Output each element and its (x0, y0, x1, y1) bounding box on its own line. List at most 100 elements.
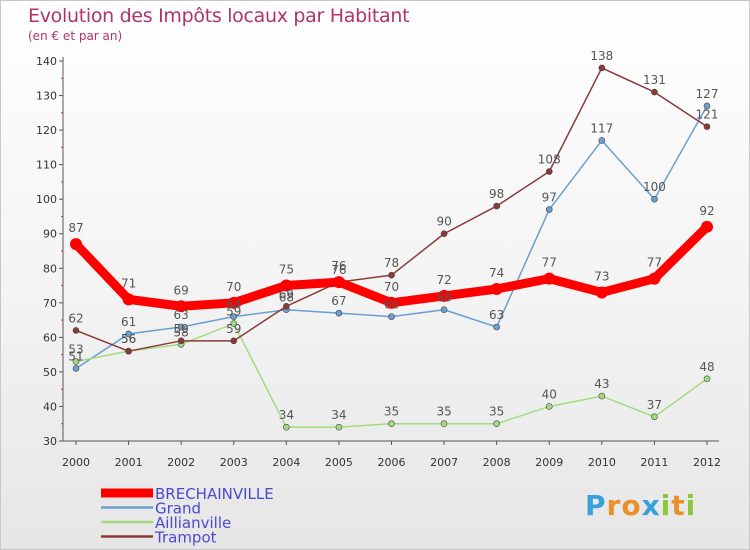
data-point-brechainville (227, 296, 240, 309)
data-label-trampot: 98 (489, 187, 504, 201)
data-point-grand (335, 309, 343, 317)
data-point-aillianville (651, 413, 658, 421)
data-label-aillianville: 56 (121, 332, 136, 346)
data-label-trampot: 62 (68, 311, 83, 325)
logo-letter: o (621, 489, 642, 522)
data-label-aillianville: 53 (68, 343, 83, 357)
data-point-brechainville (438, 289, 451, 302)
data-point-brechainville (70, 238, 82, 251)
data-point-grand (230, 313, 238, 320)
data-label-aillianville: 37 (647, 398, 662, 412)
data-label-aillianville: 58 (174, 325, 189, 339)
data-label-aillianville: 34 (331, 408, 346, 422)
data-label-trampot: 78 (384, 256, 399, 270)
data-point-aillianville (388, 420, 395, 428)
data-point-trampot (440, 230, 448, 238)
data-point-trampot (598, 64, 606, 72)
data-point-aillianville (230, 320, 238, 327)
data-point-brechainville (332, 276, 345, 289)
y-tick-label: 120 (36, 124, 57, 137)
y-tick-label: 80 (43, 262, 57, 275)
data-label-grand: 127 (696, 87, 719, 101)
data-label-grand: 67 (331, 294, 346, 308)
y-tick-label: 30 (43, 435, 57, 448)
data-label-grand: 66 (384, 298, 399, 312)
logo-letter: r (606, 489, 622, 522)
chart-title: Evolution des Impôts locaux par Habitant (28, 5, 410, 27)
data-label-brechainville: 77 (542, 256, 557, 270)
data-label-aillianville: 35 (436, 405, 451, 419)
data-label-aillianville: 40 (542, 387, 557, 401)
data-point-grand (493, 323, 500, 331)
data-label-aillianville: 35 (489, 405, 504, 419)
data-label-aillianville: 48 (699, 360, 714, 374)
data-point-aillianville (545, 403, 553, 410)
y-tick-label: 140 (36, 55, 57, 68)
data-label-grand: 63 (489, 308, 504, 322)
data-label-trampot: 76 (331, 263, 346, 277)
legend-label-trampot: Trampot (154, 529, 217, 547)
data-label-brechainville: 87 (68, 221, 83, 235)
data-point-trampot (703, 123, 711, 130)
data-label-grand: 68 (279, 291, 294, 305)
data-label-trampot: 59 (174, 322, 189, 336)
data-point-brechainville (543, 272, 556, 285)
data-point-grand (125, 330, 132, 338)
data-point-brechainville (648, 272, 661, 285)
data-point-brechainville (122, 293, 135, 306)
data-point-brechainville (280, 279, 293, 292)
data-point-grand (72, 365, 80, 372)
data-point-brechainville (175, 300, 188, 313)
data-label-grand: 117 (590, 121, 613, 135)
data-point-aillianville (598, 392, 606, 400)
data-point-grand (440, 306, 448, 314)
data-label-aillianville: 59 (226, 305, 241, 319)
data-label-brechainville: 73 (594, 269, 609, 283)
data-point-aillianville (283, 423, 290, 431)
data-point-trampot (651, 88, 658, 96)
data-label-trampot: 121 (696, 108, 719, 122)
series-line-grand (75, 105, 708, 370)
legend-label-brechainville: BRECHAINVILLE (155, 485, 274, 503)
data-point-brechainville (595, 286, 608, 299)
data-label-aillianville: 43 (594, 377, 609, 391)
y-tick-label: 90 (43, 228, 57, 241)
data-point-trampot (125, 347, 132, 355)
x-tick-label: 2012 (693, 456, 721, 469)
data-label-grand: 100 (643, 180, 666, 194)
data-point-grand (651, 195, 658, 203)
data-label-brechainville: 70 (226, 280, 241, 294)
data-label-trampot: 90 (436, 215, 451, 229)
logo-letter: x (641, 489, 661, 522)
data-point-trampot (493, 202, 500, 210)
data-label-aillianville: 35 (384, 405, 399, 419)
x-tick-label: 2004 (272, 456, 300, 469)
y-tick-label: 100 (36, 193, 57, 206)
data-point-grand (703, 102, 711, 110)
data-point-brechainville (701, 220, 713, 233)
data-point-trampot (230, 337, 238, 345)
logo-letter: i (685, 489, 697, 522)
data-point-trampot (72, 327, 80, 334)
data-label-brechainville: 71 (121, 276, 136, 290)
data-point-trampot (283, 302, 290, 310)
data-label-brechainville: 74 (489, 266, 504, 280)
y-tick-label: 70 (43, 297, 57, 310)
logo-letter: i (660, 489, 672, 522)
data-label-brechainville: 77 (647, 256, 662, 270)
data-label-brechainville: 69 (174, 283, 189, 297)
x-tick-label: 2009 (535, 456, 563, 469)
data-label-grand: 97 (542, 191, 557, 205)
data-point-grand (388, 313, 395, 320)
proxiti-logo: Proxiti (585, 489, 696, 522)
logo-letter: P (585, 489, 607, 522)
y-tick-label: 60 (43, 331, 57, 344)
data-point-aillianville (335, 423, 343, 431)
data-point-grand (545, 206, 553, 213)
data-label-brechainville: 72 (436, 273, 451, 287)
data-point-trampot (388, 271, 395, 279)
data-label-trampot: 108 (538, 153, 561, 167)
x-tick-label: 2011 (640, 456, 668, 469)
